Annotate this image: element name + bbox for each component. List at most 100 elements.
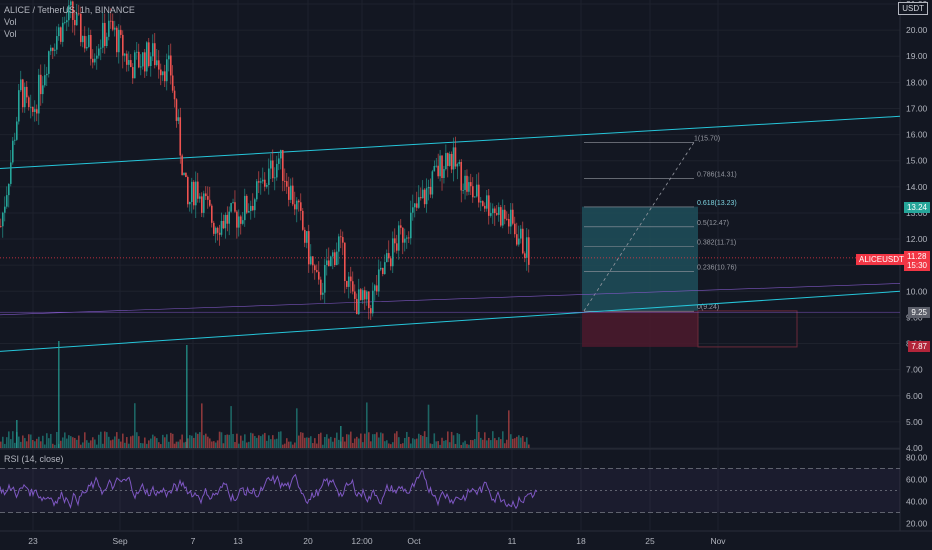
candle-body — [376, 285, 378, 292]
volume-bar — [314, 438, 316, 448]
candle-body — [60, 27, 62, 42]
volume-bar — [526, 437, 528, 448]
volume-bar — [82, 442, 84, 448]
candle-body — [346, 280, 348, 287]
volume-bar — [160, 444, 162, 448]
volume-spike — [186, 345, 188, 448]
volume-bar — [216, 440, 219, 448]
volume-bar — [54, 444, 56, 448]
candle-body — [292, 185, 294, 205]
candle-body — [408, 237, 410, 239]
volume-bar — [512, 438, 514, 448]
candle-body — [348, 276, 350, 287]
candle-body — [106, 36, 108, 47]
volume-bar — [429, 443, 432, 448]
candle-body — [38, 74, 40, 114]
volume-bar — [358, 438, 360, 448]
volume-bar — [368, 432, 370, 448]
volume-bar — [338, 439, 340, 448]
volume-label: Vol — [4, 17, 17, 27]
volume-bar — [84, 432, 86, 448]
candle-body — [342, 237, 344, 243]
volume-bar — [234, 442, 236, 448]
candle-body — [76, 13, 78, 26]
volume-bar — [240, 435, 242, 448]
volume-bar — [80, 444, 82, 448]
volume-bar — [94, 439, 96, 448]
volume-bar — [468, 444, 470, 448]
candle-body — [195, 181, 197, 206]
candle-body — [250, 205, 252, 211]
candle-body — [336, 251, 338, 266]
fib-level-label: 0.618(13.23) — [697, 200, 737, 207]
volume-bar — [480, 437, 482, 448]
volume-bar — [110, 440, 112, 448]
volume-bar — [195, 432, 197, 448]
candle-body — [406, 237, 408, 239]
rsi-legend[interactable]: RSI (14, close) — [4, 454, 64, 464]
candle-body — [296, 200, 298, 210]
candle-body — [435, 165, 438, 167]
candle-body — [66, 20, 68, 23]
candle-body — [88, 35, 90, 47]
candle-body — [508, 219, 510, 227]
volume-bar — [193, 437, 195, 448]
price-tick-label: 6.00 — [906, 391, 923, 401]
time-tick-label: 7 — [191, 536, 196, 546]
candle-body — [421, 189, 424, 199]
volume-bar — [22, 435, 24, 448]
symbol-title[interactable]: ALICE / TetherUS, 1h, BINANCE — [4, 5, 135, 15]
volume-bar — [510, 434, 512, 448]
candle-body — [466, 175, 468, 192]
volume-bar — [268, 435, 270, 448]
candle-body — [498, 207, 500, 215]
volume-bar — [364, 433, 366, 448]
candle-body — [84, 35, 86, 49]
candle-body — [256, 181, 258, 200]
currency-badge[interactable]: USDT — [898, 2, 928, 15]
volume-bar — [183, 442, 185, 448]
candle-body — [308, 231, 310, 265]
volume-bar — [128, 443, 130, 448]
price-axis: 21.0020.0019.0018.0017.0016.0015.0014.00… — [906, 0, 928, 453]
volume-bar — [156, 438, 158, 448]
inner-trend-line — [0, 283, 901, 316]
candle-body — [280, 150, 282, 159]
candle-body — [392, 238, 394, 267]
volume-bar — [294, 442, 296, 448]
candle-body — [294, 204, 296, 210]
candle-body — [203, 193, 205, 213]
volume-bar — [199, 432, 201, 448]
volume-bar — [213, 441, 215, 448]
volume-bar — [520, 437, 522, 448]
price-tick-label: 19.00 — [906, 51, 928, 61]
candle-body — [10, 162, 12, 184]
candle-body — [112, 20, 114, 30]
candle-body — [431, 171, 434, 195]
volume-bar — [388, 443, 390, 448]
volume-bar — [408, 436, 410, 448]
candle-body — [276, 163, 278, 178]
candle-body — [42, 85, 44, 95]
volume-bar — [76, 439, 78, 448]
candle-body — [324, 264, 326, 293]
volume-bar — [142, 443, 144, 448]
candle-body — [504, 209, 506, 219]
time-axis: 23 Sep 7 13 20 12:00 Oct 11 18 25 Nov — [28, 536, 726, 546]
candle-body — [158, 60, 160, 70]
price-tick-label: 20.00 — [906, 25, 928, 35]
volume-bar — [68, 435, 70, 448]
candle-body — [185, 172, 187, 178]
volume-bar — [416, 438, 418, 448]
volume-bar — [312, 443, 314, 448]
candle-body — [2, 212, 4, 227]
volume-bar — [360, 433, 362, 448]
candle-body — [274, 177, 276, 179]
volume-bar — [34, 441, 36, 448]
volume-bar — [421, 436, 424, 448]
volume-bar — [254, 436, 256, 448]
candle-body — [398, 225, 400, 251]
volume-bar — [26, 441, 28, 448]
candle-body — [144, 52, 146, 72]
